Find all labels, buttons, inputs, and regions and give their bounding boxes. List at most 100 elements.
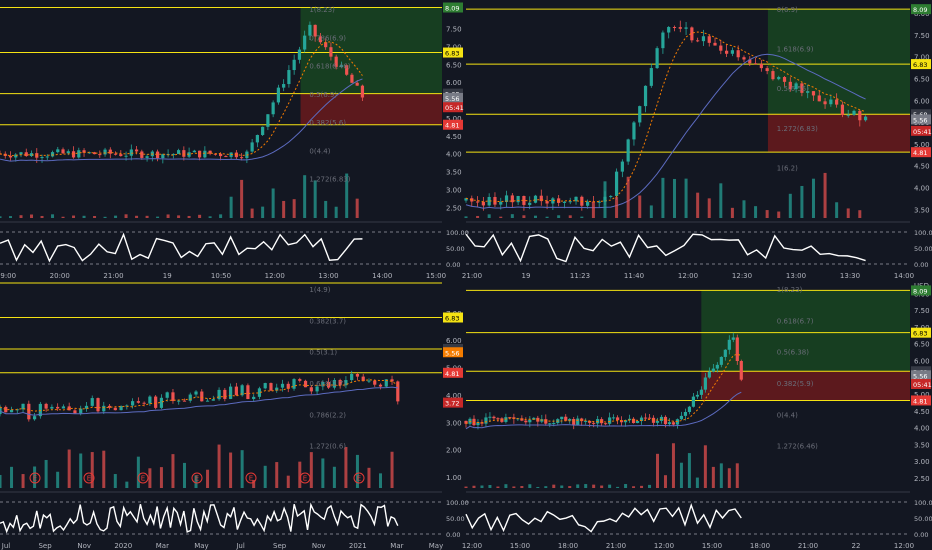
- candle-body: [817, 95, 821, 102]
- volume-bar: [0, 474, 2, 488]
- volume-bar: [592, 484, 596, 488]
- volume-bar: [672, 178, 676, 218]
- candle-body: [713, 42, 717, 46]
- candle-body: [384, 379, 388, 387]
- volume-bar: [711, 466, 715, 488]
- rsi-tick-label: 0.00: [446, 531, 460, 539]
- candle-body: [715, 364, 719, 369]
- candle-body: [90, 398, 94, 406]
- volume-bar: [476, 215, 480, 218]
- candle-body: [145, 156, 149, 158]
- candle-body: [182, 400, 187, 402]
- volume-bar: [313, 180, 317, 218]
- volume-bar: [858, 210, 862, 218]
- price-tick-label: 1.00: [446, 474, 462, 482]
- volume-bar: [33, 466, 37, 488]
- volume-bar: [823, 172, 827, 218]
- price-tick-label: 6.00: [446, 337, 462, 345]
- earnings-marker: [29, 472, 41, 484]
- candle-body: [286, 383, 290, 389]
- volume-bar: [292, 199, 296, 218]
- rsi-tick-label: 0.00: [914, 531, 928, 539]
- candle-body: [678, 27, 682, 29]
- volume-bar: [345, 173, 349, 218]
- volume-bar: [727, 468, 731, 488]
- volume-bar: [252, 479, 256, 488]
- candle-body: [643, 417, 648, 419]
- time-tick-label: 19: [522, 272, 531, 280]
- candle-body: [255, 134, 259, 143]
- volume-bar: [40, 215, 44, 218]
- candle-body: [339, 65, 344, 67]
- price-level-tag: [443, 2, 463, 13]
- time-tick-label: 12:00: [894, 542, 914, 550]
- volume-bar: [124, 214, 128, 218]
- candle-body: [707, 36, 711, 43]
- price-level-tag-text: 4.81: [913, 397, 927, 405]
- ema-line: [465, 31, 866, 203]
- price-level-tag-text: 6.83: [445, 50, 459, 58]
- fib-label: 0.786(2.2): [309, 411, 346, 419]
- fib-label: 1(8.23): [309, 6, 335, 14]
- candle-body: [73, 410, 77, 414]
- candle-body: [205, 400, 210, 402]
- time-tick-label: 15:00: [510, 542, 530, 550]
- candle-body: [472, 418, 476, 426]
- volume-bar: [648, 484, 652, 488]
- candle-body: [32, 416, 37, 420]
- candle-body: [691, 396, 696, 407]
- candle-body: [96, 398, 100, 412]
- candle-body: [45, 156, 49, 158]
- candle-body: [499, 201, 503, 205]
- rsi-line: [0, 232, 363, 263]
- candle-body: [360, 85, 365, 98]
- volume-bar: [687, 453, 691, 488]
- volume-bar: [219, 214, 223, 218]
- price-tick-label: 6.00: [914, 97, 930, 105]
- price-tick-label: 4.50: [914, 408, 930, 416]
- volume-bar: [9, 216, 13, 218]
- volume-bar: [198, 214, 202, 218]
- price-level-tag-text: 5.56: [913, 372, 927, 380]
- candle-body: [252, 396, 256, 400]
- time-tick-label: 13:00: [318, 272, 338, 280]
- candle-body: [609, 195, 613, 197]
- candle-body: [297, 49, 302, 60]
- volume-bar: [499, 216, 503, 218]
- candle-body: [219, 153, 223, 157]
- earnings-marker-label: E: [357, 475, 361, 483]
- time-tick-label: Sep: [273, 542, 287, 550]
- rsi-line: [0, 502, 399, 534]
- candle-body: [355, 82, 359, 86]
- candle-body: [131, 401, 135, 406]
- candle-body: [0, 406, 2, 415]
- volume-bar: [286, 475, 290, 488]
- candle-body: [608, 417, 612, 424]
- volume-bar: [464, 486, 468, 488]
- candle-body: [8, 155, 13, 158]
- candle-body: [639, 417, 644, 421]
- volume-bar: [615, 197, 619, 218]
- volume-bar: [82, 215, 86, 218]
- volume-bar: [624, 484, 628, 488]
- candle-body: [40, 157, 44, 159]
- candle-body: [334, 56, 338, 67]
- time-tick-label: 11:40: [624, 272, 644, 280]
- price-level-tag-text: 3.72: [445, 400, 459, 408]
- price-tick-label: 3.50: [914, 441, 930, 449]
- candle-body: [194, 391, 198, 395]
- price-tick-label: 6.00: [446, 79, 462, 87]
- time-tick-label: Nov: [77, 542, 91, 550]
- volume-bar: [206, 469, 210, 488]
- candle-body: [148, 396, 152, 404]
- candle-body: [171, 392, 175, 402]
- price-tick-label: 6.50: [914, 75, 930, 83]
- candle-body: [508, 417, 512, 419]
- time-tick-label: May: [194, 542, 208, 550]
- volume-bar: [591, 202, 595, 218]
- candle-body: [739, 360, 743, 380]
- candle-body: [663, 416, 668, 425]
- volume-bar: [125, 481, 129, 488]
- candle-body: [4, 406, 8, 413]
- earnings-marker: [137, 472, 149, 484]
